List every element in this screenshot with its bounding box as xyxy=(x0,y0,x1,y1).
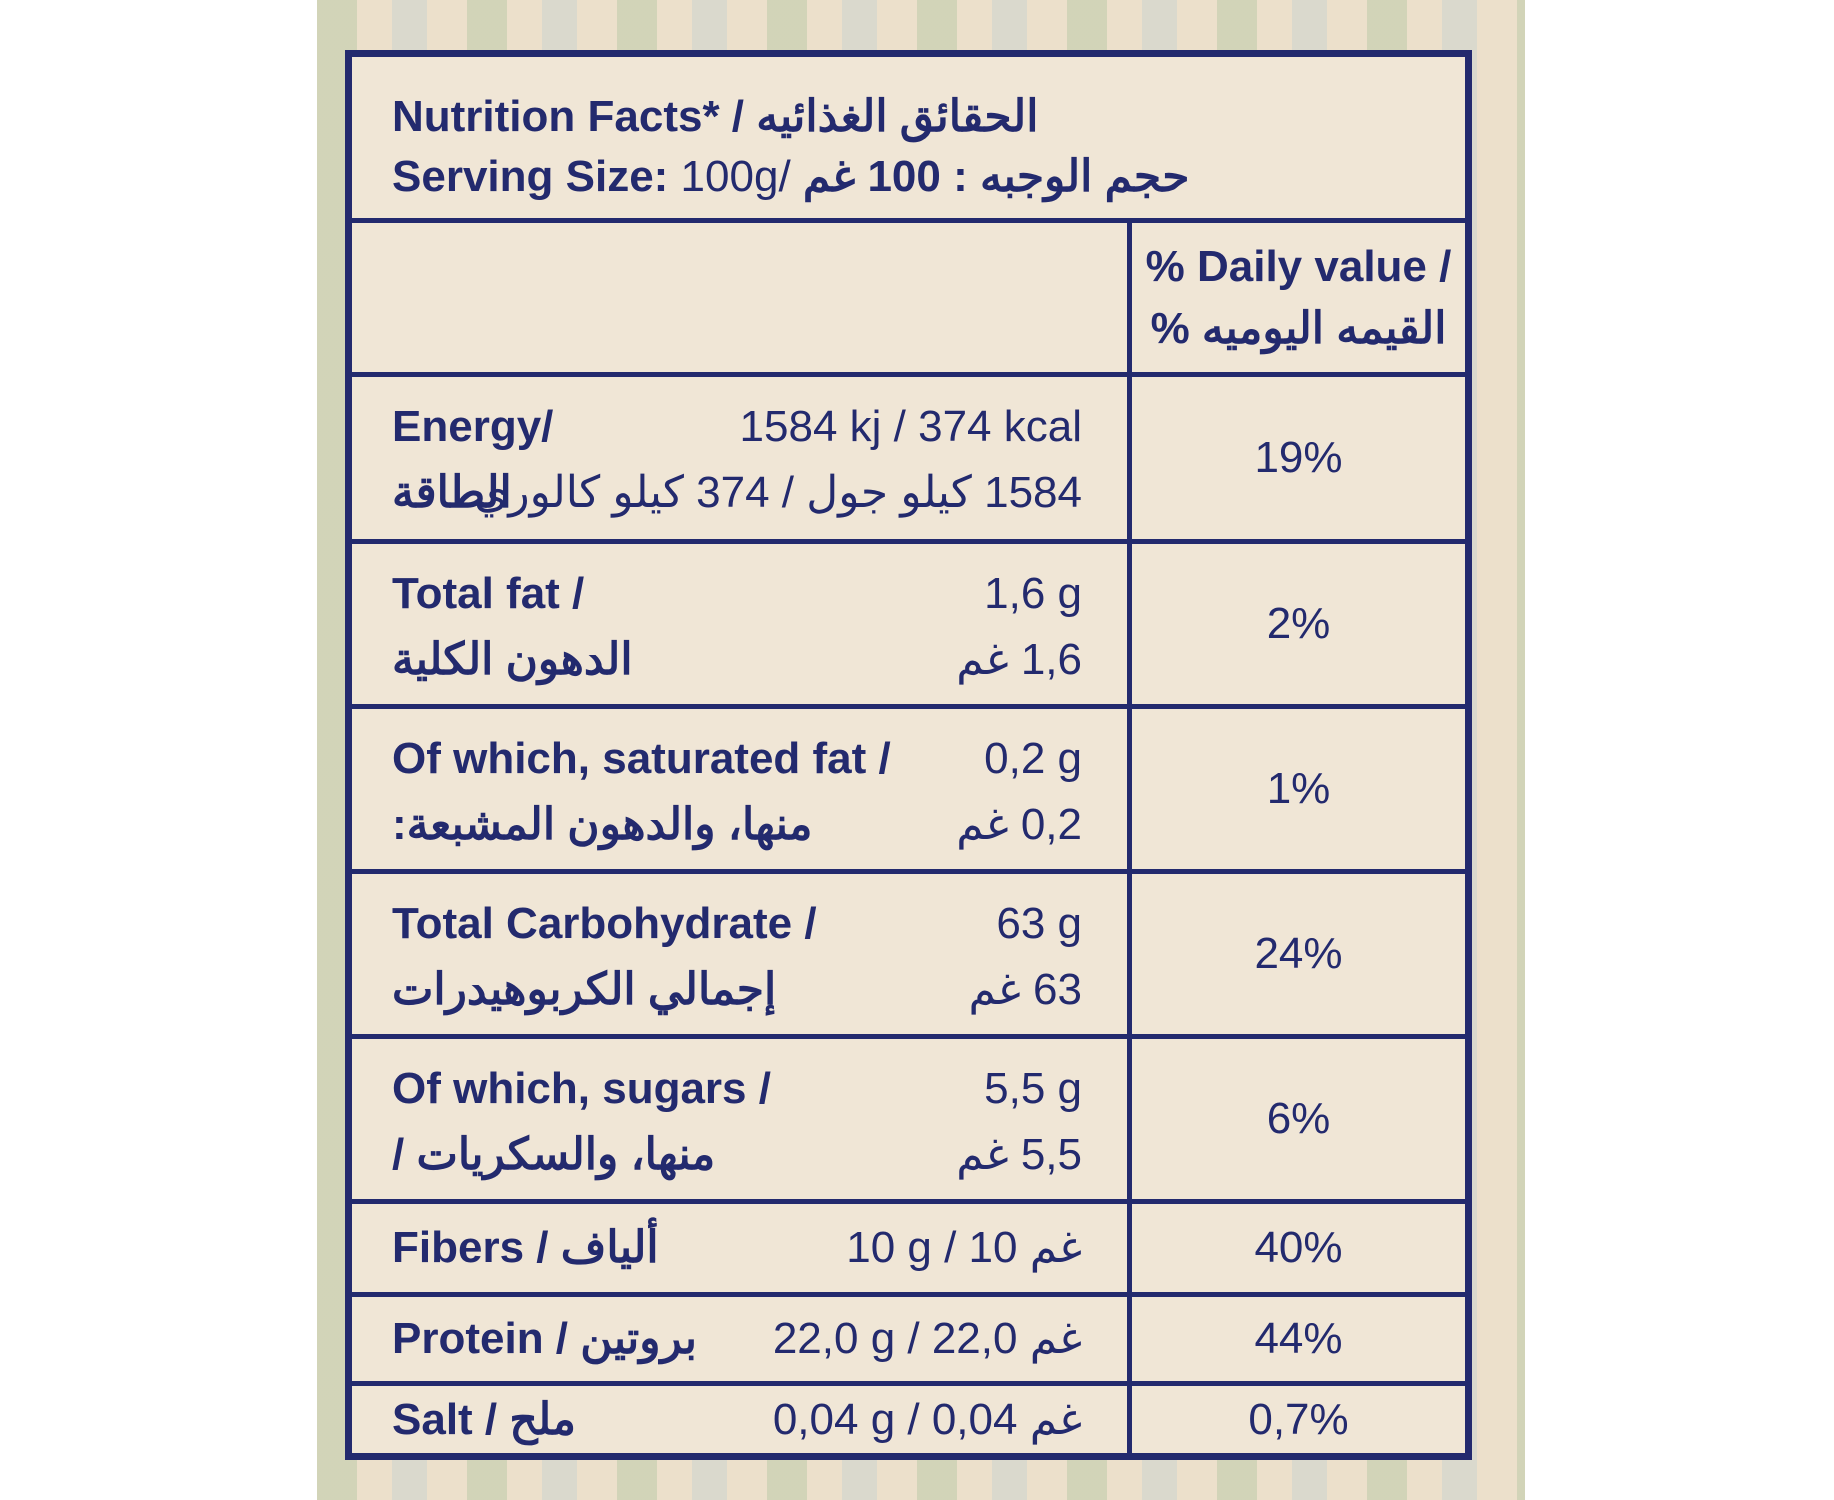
energy-label-ar: الطاقة xyxy=(392,468,512,517)
serving-separator: / xyxy=(778,152,791,201)
carbohydrate-daily-value: 24% xyxy=(1254,929,1343,978)
saturated-fat-cell: Of which, saturated fat / 0,2 g منها، وا… xyxy=(392,709,1112,869)
carbohydrate-cell: Total Carbohydrate / 63 g إجمالي الكربوه… xyxy=(392,874,1112,1034)
nutrition-table: % Daily value / القيمه اليوميه % Energy/… xyxy=(352,218,1465,1453)
energy-value-en: 1584 kj / 374 kcal xyxy=(739,402,1082,451)
salt-cell: Salt / ملح 0,04 g / 0,04 غم xyxy=(392,1386,1112,1453)
salt-daily-value: 0,7% xyxy=(1248,1394,1349,1444)
column-divider xyxy=(1127,223,1132,1453)
table-header-row: % Daily value / القيمه اليوميه % xyxy=(352,223,1465,372)
nutrition-header: Nutrition Facts* / الحقائق الغذائيه Serv… xyxy=(392,87,1435,247)
saturated-fat-daily-value: 1% xyxy=(1266,764,1331,813)
energy-label-en: Energy/ xyxy=(392,402,554,451)
table-row-protein: Protein / بروتين 22,0 g / 22,0 غم 44% xyxy=(352,1292,1465,1381)
energy-value-ar: 1584 كيلو جول / 374 كيلو كالوري xyxy=(473,468,1082,517)
serving-line: Serving Size: 100g/ حجم الوجبه : 100 غم xyxy=(392,147,1190,207)
sugars-value-en: 5,5 g xyxy=(984,1064,1082,1113)
salt-label: Salt / ملح xyxy=(392,1394,576,1444)
saturated-fat-label-ar: منها، والدهون المشبعة: xyxy=(392,800,813,849)
sugars-cell: Of which, sugars / 5,5 g منها، والسكريات… xyxy=(392,1039,1112,1199)
total-fat-cell: Total fat / 1,6 g الدهون الكلية 1,6 غم xyxy=(392,544,1112,704)
fibers-label: Fibers / ألياف xyxy=(392,1223,659,1272)
table-row-sugars: Of which, sugars / 5,5 g منها، والسكريات… xyxy=(352,1034,1465,1199)
saturated-fat-value-en: 0,2 g xyxy=(984,734,1082,783)
total-fat-label-ar: الدهون الكلية xyxy=(392,635,633,684)
carbohydrate-label-ar: إجمالي الكربوهيدرات xyxy=(392,965,777,1014)
total-fat-value-en: 1,6 g xyxy=(984,569,1082,618)
daily-value-header-en: % Daily value / xyxy=(1145,241,1452,291)
total-fat-daily-value: 2% xyxy=(1266,599,1331,648)
saturated-fat-label-en: Of which, saturated fat / xyxy=(392,734,891,783)
carbohydrate-value-ar: 63 غم xyxy=(968,965,1082,1014)
total-fat-label-en: Total fat / xyxy=(392,569,585,618)
protein-value: 22,0 g / 22,0 غم xyxy=(772,1314,1082,1363)
protein-label: Protein / بروتين xyxy=(392,1314,698,1363)
nutrition-facts-panel: Nutrition Facts* / الحقائق الغذائيه Serv… xyxy=(345,50,1472,1460)
table-row-total-fat: Total fat / 1,6 g الدهون الكلية 1,6 غم 2… xyxy=(352,539,1465,704)
serving-value-en: 100g xyxy=(680,152,779,201)
table-row-total-carbohydrate: Total Carbohydrate / 63 g إجمالي الكربوه… xyxy=(352,869,1465,1034)
sugars-label-en: Of which, sugars / xyxy=(392,1064,771,1113)
table-row-energy: Energy/ 1584 kj / 374 kcal الطاقة 1584 ك… xyxy=(352,372,1465,539)
protein-cell: Protein / بروتين 22,0 g / 22,0 غم xyxy=(392,1297,1112,1381)
table-row-saturated-fat: Of which, saturated fat / 0,2 g منها، وا… xyxy=(352,704,1465,869)
title-ar: الحقائق الغذائيه xyxy=(756,92,1039,141)
sugars-daily-value: 6% xyxy=(1266,1094,1331,1143)
carbohydrate-label-en: Total Carbohydrate / xyxy=(392,899,817,948)
salt-value: 0,04 g / 0,04 غم xyxy=(772,1394,1082,1444)
serving-label-en: Serving Size: xyxy=(392,152,669,201)
daily-value-header: % Daily value / القيمه اليوميه % xyxy=(1132,223,1465,372)
fibers-value: 10 g / 10 غم xyxy=(846,1223,1082,1272)
table-row-salt: Salt / ملح 0,04 g / 0,04 غم 0,7% xyxy=(352,1381,1465,1453)
sugars-value-ar: 5,5 غم xyxy=(956,1130,1082,1179)
saturated-fat-value-ar: 0,2 غم xyxy=(956,800,1082,849)
title-separator: / xyxy=(719,92,745,141)
energy-daily-value: 19% xyxy=(1254,433,1343,482)
fibers-daily-value: 40% xyxy=(1254,1223,1343,1272)
energy-cell: Energy/ 1584 kj / 374 kcal الطاقة 1584 ك… xyxy=(392,377,1112,539)
total-fat-value-ar: 1,6 غم xyxy=(956,635,1082,684)
title-en: Nutrition Facts* xyxy=(392,92,720,141)
carbohydrate-value-en: 63 g xyxy=(996,899,1082,948)
protein-daily-value: 44% xyxy=(1254,1314,1343,1363)
serving-ar: حجم الوجبه : 100 غم xyxy=(802,152,1190,201)
title-line: Nutrition Facts* / الحقائق الغذائيه xyxy=(392,87,1038,147)
table-row-fibers: Fibers / ألياف 10 g / 10 غم 40% xyxy=(352,1199,1465,1292)
fibers-cell: Fibers / ألياف 10 g / 10 غم xyxy=(392,1204,1112,1292)
sugars-label-ar: منها، والسكريات / xyxy=(392,1130,716,1179)
daily-value-header-ar: القيمه اليوميه % xyxy=(1150,303,1447,353)
header-empty-cell xyxy=(392,223,1112,372)
